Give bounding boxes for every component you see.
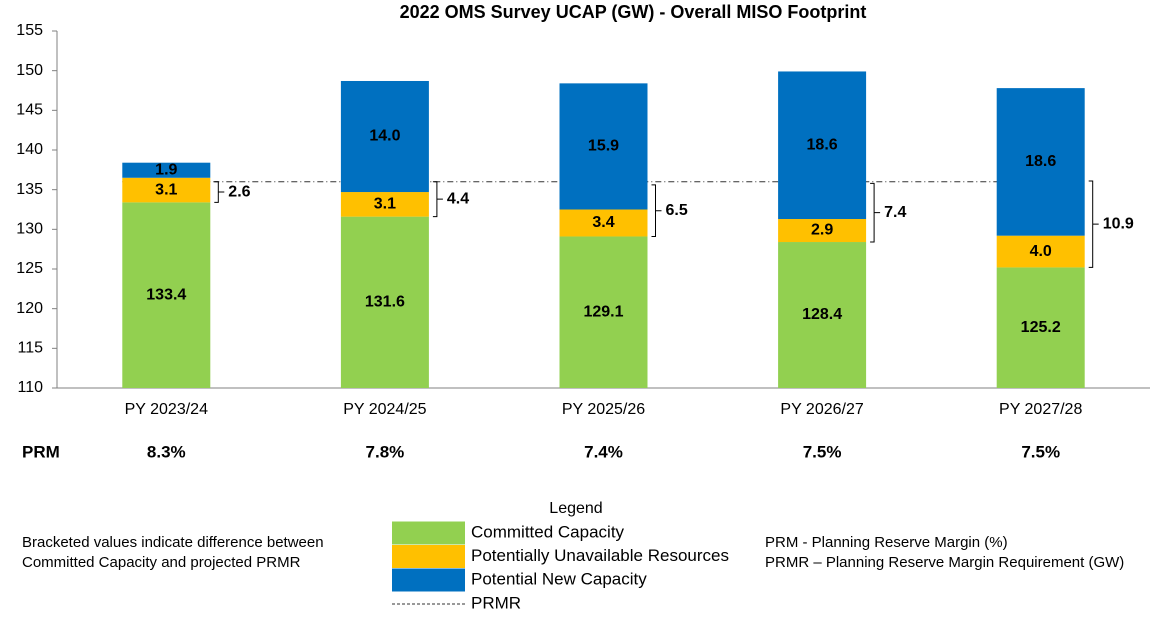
- bar-segment: [340, 80, 429, 193]
- note: PRMR – Planning Reserve Margin Requireme…: [765, 554, 1124, 571]
- bar-segment: [559, 83, 648, 210]
- legend-swatch: [392, 568, 465, 592]
- bracket: [432, 181, 443, 218]
- legend-swatch: [392, 521, 465, 545]
- y-tick-label: 155: [16, 22, 43, 39]
- bar-segment: [559, 236, 648, 388]
- note: PRM - Planning Reserve Margin (%): [765, 534, 1008, 551]
- prm-value: 7.4%: [584, 442, 623, 461]
- prm-value: 7.5%: [1021, 442, 1060, 461]
- x-tick-label: PY 2027/28: [999, 401, 1082, 418]
- prm-label: PRM: [22, 442, 60, 461]
- legend-title: Legend: [549, 500, 602, 517]
- bar-segment: [559, 209, 648, 237]
- bar-segment: [122, 202, 211, 388]
- x-tick-label: PY 2026/27: [780, 401, 863, 418]
- y-tick-label: 130: [16, 221, 43, 238]
- bar-label: 129.1: [583, 303, 623, 320]
- prm-value: 7.5%: [803, 442, 842, 461]
- prm-value: 7.8%: [366, 442, 405, 461]
- bar-segment: [778, 219, 867, 243]
- bar-segment: [122, 162, 211, 178]
- x-tick-label: PY 2024/25: [343, 401, 426, 418]
- difference-label: 4.4: [447, 190, 469, 207]
- bar-label: 15.9: [588, 138, 619, 155]
- bar-label: 2.9: [811, 222, 833, 239]
- difference-label: 10.9: [1103, 215, 1134, 232]
- difference-label: 6.5: [666, 202, 688, 219]
- bracket: [1088, 180, 1099, 268]
- y-tick-label: 145: [16, 102, 43, 119]
- difference-label: 2.6: [228, 183, 250, 200]
- bar-label: 18.6: [807, 136, 838, 153]
- chart-title: 2022 OMS Survey UCAP (GW) - Overall MISO…: [400, 2, 867, 22]
- y-tick-label: 140: [16, 141, 43, 158]
- y-tick-label: 120: [16, 300, 43, 317]
- bracket: [214, 181, 225, 203]
- y-tick-label: 125: [16, 260, 43, 277]
- bar-segment: [340, 192, 429, 217]
- bar-label: 14.0: [369, 128, 400, 145]
- bar-label: 133.4: [146, 286, 186, 303]
- x-tick-label: PY 2023/24: [125, 401, 208, 418]
- note: Committed Capacity and projected PRMR: [22, 554, 301, 571]
- bar-label: 128.4: [802, 306, 842, 323]
- bar-label: 131.6: [365, 294, 405, 311]
- bar-segment: [340, 216, 429, 388]
- y-tick-label: 115: [17, 340, 43, 357]
- bar-segment: [996, 88, 1085, 236]
- bar-label: 1.9: [155, 161, 177, 178]
- bar-segment: [996, 235, 1085, 268]
- legend-label: Potential New Capacity: [471, 569, 647, 588]
- bar-label: 18.6: [1025, 153, 1056, 170]
- difference-label: 7.4: [884, 204, 906, 221]
- legend-label: Committed Capacity: [471, 522, 625, 541]
- bar-label: 4.0: [1030, 243, 1052, 260]
- bracket: [870, 182, 881, 243]
- bar-segment: [996, 267, 1085, 388]
- y-tick-label: 135: [16, 181, 43, 198]
- bar-label: 3.1: [374, 196, 396, 213]
- bar-segment: [778, 242, 867, 388]
- bar-segment: [122, 177, 211, 203]
- legend-swatch: [392, 545, 465, 568]
- bracket: [651, 184, 662, 237]
- bar-label: 3.1: [155, 181, 177, 198]
- x-tick-label: PY 2025/26: [562, 401, 645, 418]
- bar-segment: [778, 71, 867, 220]
- bar-label: 3.4: [592, 214, 614, 231]
- note: Bracketed values indicate difference bet…: [22, 534, 324, 551]
- legend-label: PRMR: [471, 593, 521, 612]
- y-tick-label: 150: [16, 62, 43, 79]
- legend-label: Potentially Unavailable Resources: [471, 546, 729, 565]
- bar-label: 125.2: [1021, 319, 1061, 336]
- prm-value: 8.3%: [147, 442, 186, 461]
- y-tick-label: 110: [17, 379, 43, 396]
